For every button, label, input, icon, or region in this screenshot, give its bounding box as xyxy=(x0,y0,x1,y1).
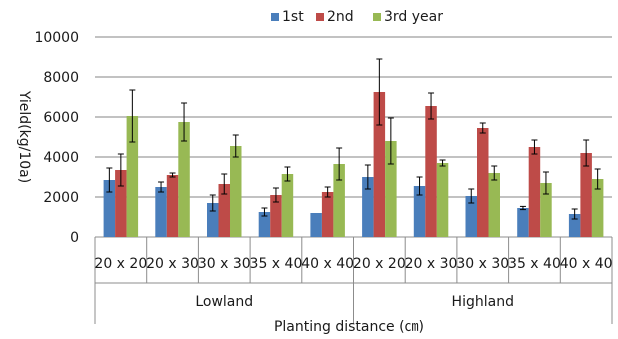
x-category-label: 35 x 40 xyxy=(250,256,303,272)
x-category-label: 20 x 30 xyxy=(146,256,199,272)
bar xyxy=(373,92,386,237)
x-category-label: 35 x 40 xyxy=(508,256,561,272)
bar xyxy=(528,147,541,237)
x-category-label: 20 x 20 xyxy=(353,256,406,272)
legend-label: 3rd year xyxy=(384,9,443,25)
x-category-label: 20 x 20 xyxy=(94,256,147,272)
bar xyxy=(126,116,139,237)
legend: 1st 2nd 3rd year xyxy=(271,9,443,25)
y-axis-ticks: 0 2000 4000 6000 8000 10000 xyxy=(34,30,79,246)
x-category-label: 40 x 40 xyxy=(560,256,613,272)
bar xyxy=(568,214,581,237)
y-tick-label: 0 xyxy=(70,230,79,246)
bar xyxy=(155,187,167,237)
bar xyxy=(103,180,116,237)
x-group-label: Lowland xyxy=(195,294,253,310)
bar xyxy=(425,106,437,237)
bar xyxy=(281,174,294,237)
bar xyxy=(333,164,345,237)
y-tick-label: 10000 xyxy=(34,30,79,46)
y-tick-label: 4000 xyxy=(43,150,79,166)
x-category-label: 40 x 40 xyxy=(301,256,354,272)
x-group-label: Highland xyxy=(452,294,514,310)
y-tick-label: 8000 xyxy=(43,70,79,86)
legend-swatch xyxy=(271,13,279,21)
bar xyxy=(310,213,322,237)
bar xyxy=(321,192,334,237)
legend-swatch xyxy=(316,13,324,21)
y-axis-title: Yield(kg/10a) xyxy=(16,90,32,183)
bar xyxy=(591,179,604,237)
bar xyxy=(178,122,190,237)
x-category-label: 30 x 30 xyxy=(198,256,251,272)
bar xyxy=(207,203,219,237)
bar xyxy=(465,196,477,237)
bar xyxy=(580,153,592,237)
bar xyxy=(362,177,374,237)
y-tick-label: 6000 xyxy=(43,110,79,126)
bar xyxy=(258,212,271,237)
bar xyxy=(230,146,242,237)
bar xyxy=(385,141,397,237)
bar xyxy=(115,170,127,237)
bar xyxy=(477,128,489,237)
bars xyxy=(103,92,604,237)
bar xyxy=(166,175,179,237)
x-category-label: 30 x 30 xyxy=(456,256,509,272)
x-category-label: 20 x 30 xyxy=(405,256,458,272)
legend-label: 1st xyxy=(282,9,304,25)
bar xyxy=(270,195,282,237)
error-bars xyxy=(106,58,601,220)
y-tick-label: 2000 xyxy=(43,190,79,206)
x-axis-title: Planting distance (㎝) xyxy=(274,319,424,335)
bar xyxy=(488,173,500,237)
bar xyxy=(413,186,426,237)
bar xyxy=(540,183,552,237)
legend-label: 2nd xyxy=(327,9,354,25)
bar xyxy=(517,208,529,237)
legend-swatch xyxy=(373,13,381,21)
bar xyxy=(218,184,230,237)
bar xyxy=(436,163,449,237)
